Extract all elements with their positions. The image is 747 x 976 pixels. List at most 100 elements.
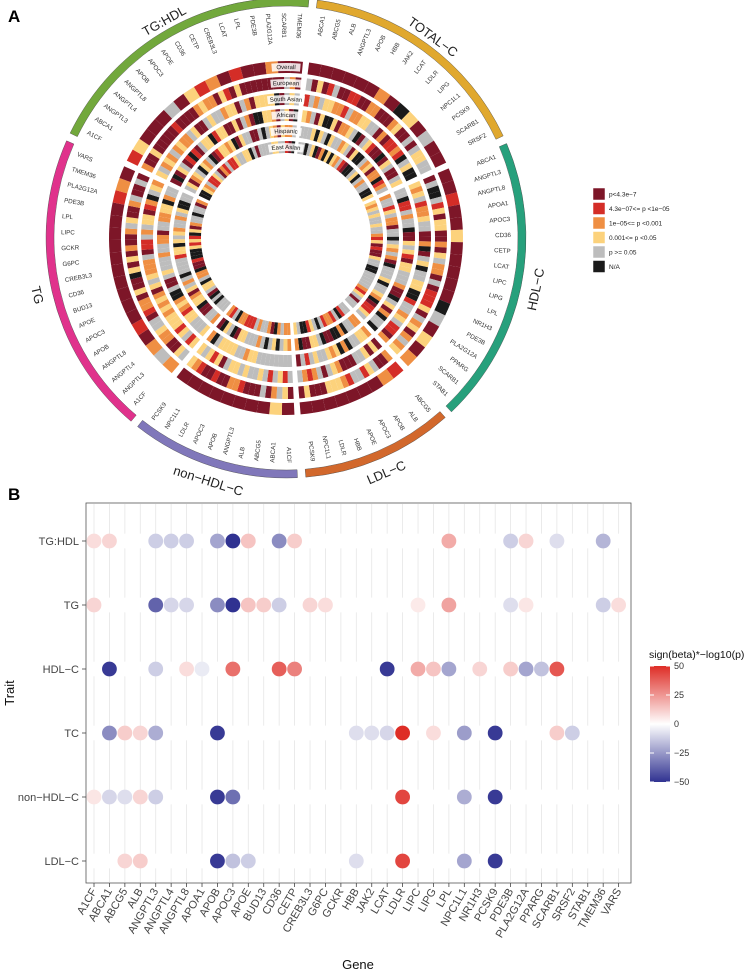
ring-cell bbox=[401, 249, 415, 255]
ring-cell bbox=[367, 258, 381, 265]
ring-cell bbox=[432, 257, 446, 265]
ring-cell bbox=[256, 127, 264, 141]
ring-cell bbox=[183, 86, 201, 104]
ring-cell bbox=[258, 94, 266, 108]
ring-cell bbox=[303, 94, 311, 107]
ring-cell bbox=[145, 198, 158, 207]
ring-cell bbox=[141, 219, 155, 226]
ring-cell bbox=[341, 71, 358, 88]
ring-cell bbox=[220, 374, 231, 388]
ring-cell bbox=[378, 111, 391, 125]
ring-cell bbox=[329, 378, 339, 392]
ring-cell bbox=[434, 236, 447, 242]
ring-cell bbox=[251, 350, 259, 364]
ring-cell bbox=[401, 218, 415, 225]
ring-cell bbox=[299, 353, 306, 367]
dot bbox=[132, 789, 148, 805]
ring-cell bbox=[381, 163, 394, 174]
ring-cell bbox=[180, 274, 194, 283]
sector-gene-label: PCSK9 bbox=[307, 441, 316, 463]
dot bbox=[287, 853, 302, 869]
sector-gene-label: LIPC bbox=[492, 277, 507, 287]
ring-cell bbox=[374, 182, 387, 192]
ring-cell bbox=[201, 305, 213, 317]
dot bbox=[518, 789, 534, 805]
ring-cell bbox=[182, 133, 195, 146]
sector-label: HDL−C bbox=[524, 267, 547, 312]
ring-cell bbox=[200, 138, 212, 151]
ring-cell bbox=[143, 203, 157, 212]
ring-cell bbox=[278, 354, 284, 367]
dot bbox=[271, 853, 287, 869]
ring-cell bbox=[433, 213, 446, 221]
ring-cell bbox=[346, 295, 358, 306]
ring-cell bbox=[287, 354, 293, 367]
ring-cell bbox=[340, 301, 351, 313]
ring-cell bbox=[205, 284, 217, 295]
ring-cell bbox=[429, 196, 443, 205]
dot bbox=[379, 853, 395, 869]
ring-cell bbox=[170, 121, 184, 134]
ring-cell bbox=[375, 282, 388, 292]
sector-separator bbox=[358, 162, 451, 207]
ring-cell bbox=[407, 340, 426, 358]
ring-cell bbox=[388, 145, 402, 158]
ring-cell bbox=[303, 385, 311, 398]
population-label: East Asian bbox=[271, 145, 300, 152]
ring-cell bbox=[325, 152, 335, 165]
ring-cell bbox=[418, 236, 431, 242]
ring-cell bbox=[134, 178, 148, 188]
ring-cell bbox=[192, 208, 206, 215]
dot bbox=[456, 789, 472, 805]
ring-cell bbox=[347, 315, 358, 328]
sector-gene-label: A1CF bbox=[132, 390, 148, 407]
dot bbox=[210, 533, 225, 549]
dot bbox=[611, 597, 627, 613]
ring-cell bbox=[450, 241, 463, 255]
ring-cell bbox=[193, 144, 206, 157]
ring-cell bbox=[211, 292, 223, 303]
ring-cell bbox=[161, 332, 175, 345]
sector-separator bbox=[293, 58, 308, 159]
ring-cell bbox=[367, 209, 380, 217]
dot bbox=[86, 725, 102, 741]
dot bbox=[472, 725, 488, 741]
ring-cell bbox=[109, 239, 122, 253]
ring-cell bbox=[228, 102, 239, 116]
sector-gene-label: APOB bbox=[134, 67, 151, 85]
ring-cell bbox=[248, 96, 257, 110]
ring-cell bbox=[344, 297, 356, 309]
ring-cell bbox=[405, 291, 419, 302]
ring-cell bbox=[157, 243, 170, 249]
ring-cell bbox=[264, 353, 271, 366]
ring-cell bbox=[401, 253, 414, 260]
ring-cell bbox=[351, 131, 363, 144]
ring-cell bbox=[236, 363, 246, 377]
ring-cell bbox=[235, 153, 245, 166]
ring-cell bbox=[370, 233, 383, 238]
sector-gene-label: LDLR bbox=[178, 421, 192, 439]
ring-cell bbox=[167, 284, 181, 293]
ring-cell bbox=[323, 150, 332, 163]
ring-cell bbox=[109, 214, 123, 229]
ring-cell bbox=[125, 308, 143, 325]
ring-cell bbox=[255, 351, 263, 365]
dot bbox=[256, 597, 272, 613]
ring-cell bbox=[399, 349, 417, 367]
ring-cell bbox=[310, 79, 319, 93]
ring-cell bbox=[330, 67, 346, 83]
sector-gene-label: LCAT bbox=[493, 262, 509, 271]
ring-cell bbox=[367, 294, 380, 305]
ring-cell bbox=[353, 330, 365, 344]
dot bbox=[86, 789, 102, 805]
ring-cell bbox=[180, 305, 194, 317]
ring-cell bbox=[164, 189, 178, 199]
dot bbox=[117, 661, 133, 677]
sector-band bbox=[445, 143, 527, 413]
ring-cell bbox=[190, 254, 204, 260]
sector-gene-label: ABCA1 bbox=[317, 15, 327, 37]
ring-cell bbox=[260, 352, 267, 366]
ring-cell bbox=[327, 310, 337, 323]
ring-cell bbox=[364, 199, 377, 208]
ring-cell bbox=[230, 137, 240, 150]
